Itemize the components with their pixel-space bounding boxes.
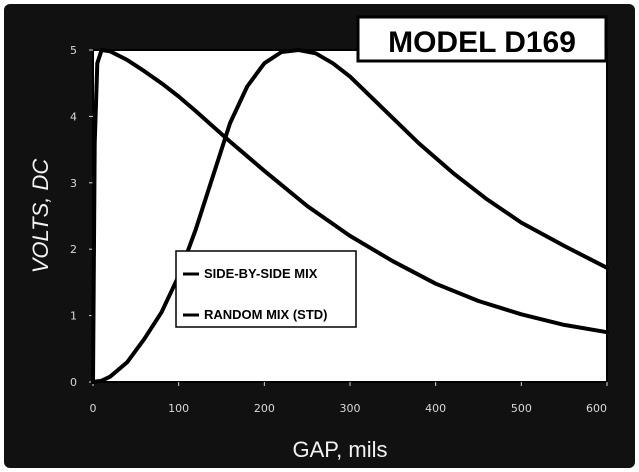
y-tick-label: 4	[70, 110, 77, 123]
series-lines	[91, 48, 609, 384]
y-tick-label: 1	[70, 310, 77, 323]
x-tick-label: 500	[511, 402, 532, 415]
y-axis: 0 1 2 3 4 5	[70, 44, 93, 389]
x-tick-label: 0	[90, 402, 97, 415]
legend-label-side-by-side: SIDE-BY-SIDE MIX	[204, 266, 318, 281]
y-tick-label: 2	[70, 243, 77, 256]
y-axis-title: VOLTS, DC	[28, 159, 53, 274]
y-tick-label: 3	[70, 177, 77, 190]
title-box	[356, 15, 608, 63]
x-tick-label: 200	[254, 402, 275, 415]
plot-area	[92, 49, 608, 383]
x-axis: 0 100 200 300 400 500 600	[90, 382, 608, 415]
x-tick-label: 100	[168, 402, 189, 415]
y-tick-label: 0	[70, 376, 77, 389]
series-line-side-by-side-mix	[91, 48, 609, 384]
series-line-random-mix	[91, 48, 609, 384]
x-axis-title: GAP, mils	[293, 437, 388, 462]
x-tick-label: 300	[340, 402, 361, 415]
legend-label-random: RANDOM MIX (STD)	[204, 307, 328, 322]
y-tick-label: 5	[70, 44, 77, 57]
x-tick-label: 600	[586, 402, 607, 415]
x-tick-label: 400	[425, 402, 446, 415]
legend	[175, 250, 357, 328]
chart-title: MODEL D169	[388, 26, 576, 59]
